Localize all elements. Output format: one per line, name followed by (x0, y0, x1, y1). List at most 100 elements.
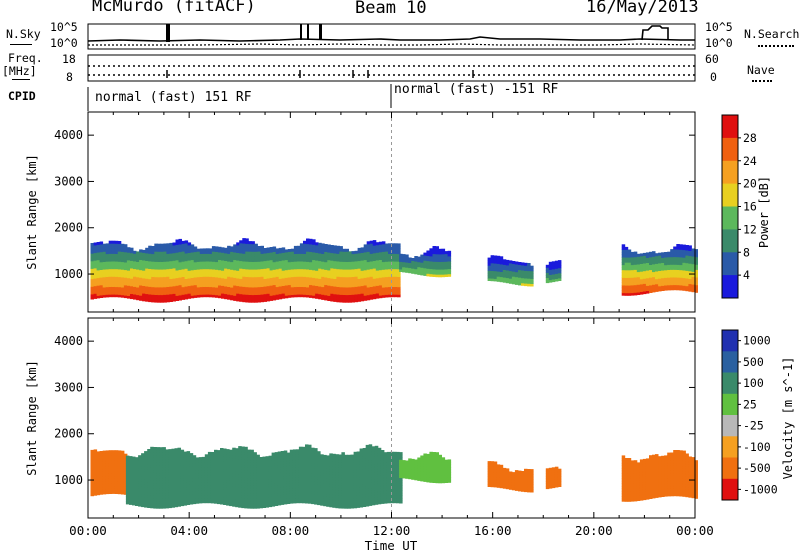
range-cell (333, 278, 337, 282)
range-cell (335, 495, 339, 498)
range-cell (375, 254, 380, 258)
range-cell (347, 495, 351, 499)
range-cell (496, 258, 501, 262)
range-cell (154, 299, 158, 303)
range-cell (130, 291, 134, 294)
range-cell (357, 275, 362, 279)
range-cell (278, 247, 283, 251)
range-cell (193, 279, 198, 283)
range-cell (266, 265, 271, 269)
range-cell (299, 261, 304, 265)
range-cell (145, 286, 149, 289)
range-cell (102, 269, 107, 273)
range-cell (232, 452, 236, 456)
range-cell (402, 259, 406, 263)
range-cell (673, 246, 677, 250)
range-cell (250, 477, 254, 481)
range-cell (281, 285, 286, 289)
range-cell (181, 286, 186, 290)
range-cell (102, 468, 107, 472)
range-cell (554, 276, 559, 279)
range-cell (639, 253, 644, 257)
range-cell (247, 449, 251, 453)
range-cell (245, 240, 249, 244)
range-cell (241, 477, 245, 481)
range-cell (664, 277, 668, 281)
range-cell (302, 467, 306, 471)
range-cell (312, 241, 316, 245)
range-cell (280, 468, 285, 472)
range-cell (180, 492, 185, 496)
range-cell (281, 293, 286, 297)
range-cell (189, 501, 194, 505)
range-cell (166, 294, 170, 298)
range-cell (312, 267, 316, 271)
range-cell (166, 263, 170, 267)
range-cell (126, 287, 131, 291)
range-cell (315, 293, 319, 297)
range-cell (342, 258, 346, 262)
range-cell (160, 292, 164, 296)
range-cell (339, 263, 343, 267)
range-cell (99, 491, 104, 495)
range-cell (117, 266, 122, 270)
range-cell (338, 467, 342, 471)
range-cell (375, 244, 380, 248)
range-cell (345, 276, 349, 280)
range-cell (272, 254, 277, 258)
range-cell (135, 500, 139, 504)
range-cell (685, 247, 689, 251)
range-cell (348, 271, 352, 275)
range-cell (311, 465, 315, 469)
range-cell (233, 246, 237, 250)
range-cell (357, 293, 362, 297)
range-cell (169, 271, 173, 274)
range-cell (242, 271, 246, 275)
range-cell (145, 270, 149, 274)
range-cell (642, 268, 647, 272)
range-cell (215, 282, 219, 286)
range-cell (189, 453, 194, 457)
range-cell (242, 250, 246, 254)
range-cell (193, 251, 198, 255)
range-cell (157, 259, 161, 262)
range-cell (303, 284, 307, 288)
range-cell (359, 502, 364, 505)
range-cell (156, 475, 160, 479)
range-cell (123, 486, 128, 490)
range-cell (125, 470, 130, 474)
range-cell (114, 281, 119, 285)
range-cell (215, 266, 219, 270)
range-cell (223, 461, 227, 465)
range-cell (230, 274, 234, 278)
range-cell (655, 273, 659, 277)
range-cell (490, 275, 495, 279)
range-cell (271, 467, 276, 471)
range-cell (639, 263, 644, 267)
range-cell (548, 266, 553, 270)
status-panels (87, 23, 696, 111)
range-cell (201, 459, 206, 463)
range-cell (190, 287, 195, 291)
range-cell (229, 500, 233, 504)
range-cell (317, 476, 321, 480)
range-cell (114, 266, 119, 270)
range-cell (521, 262, 525, 266)
range-cell (518, 264, 522, 268)
range-cell (530, 281, 534, 284)
range-cell (268, 496, 273, 500)
range-cell (275, 263, 280, 267)
range-cell (303, 268, 307, 272)
range-cell (490, 268, 495, 271)
range-cell (667, 264, 671, 268)
range-cell (211, 266, 216, 270)
range-cell (233, 297, 237, 301)
range-cell (186, 476, 191, 480)
range-cell (257, 261, 261, 265)
range-cell (154, 251, 158, 255)
range-cell (90, 467, 94, 471)
range-cell (287, 264, 292, 268)
range-cell (168, 466, 172, 470)
range-cell (652, 253, 656, 257)
range-cell (676, 287, 680, 291)
